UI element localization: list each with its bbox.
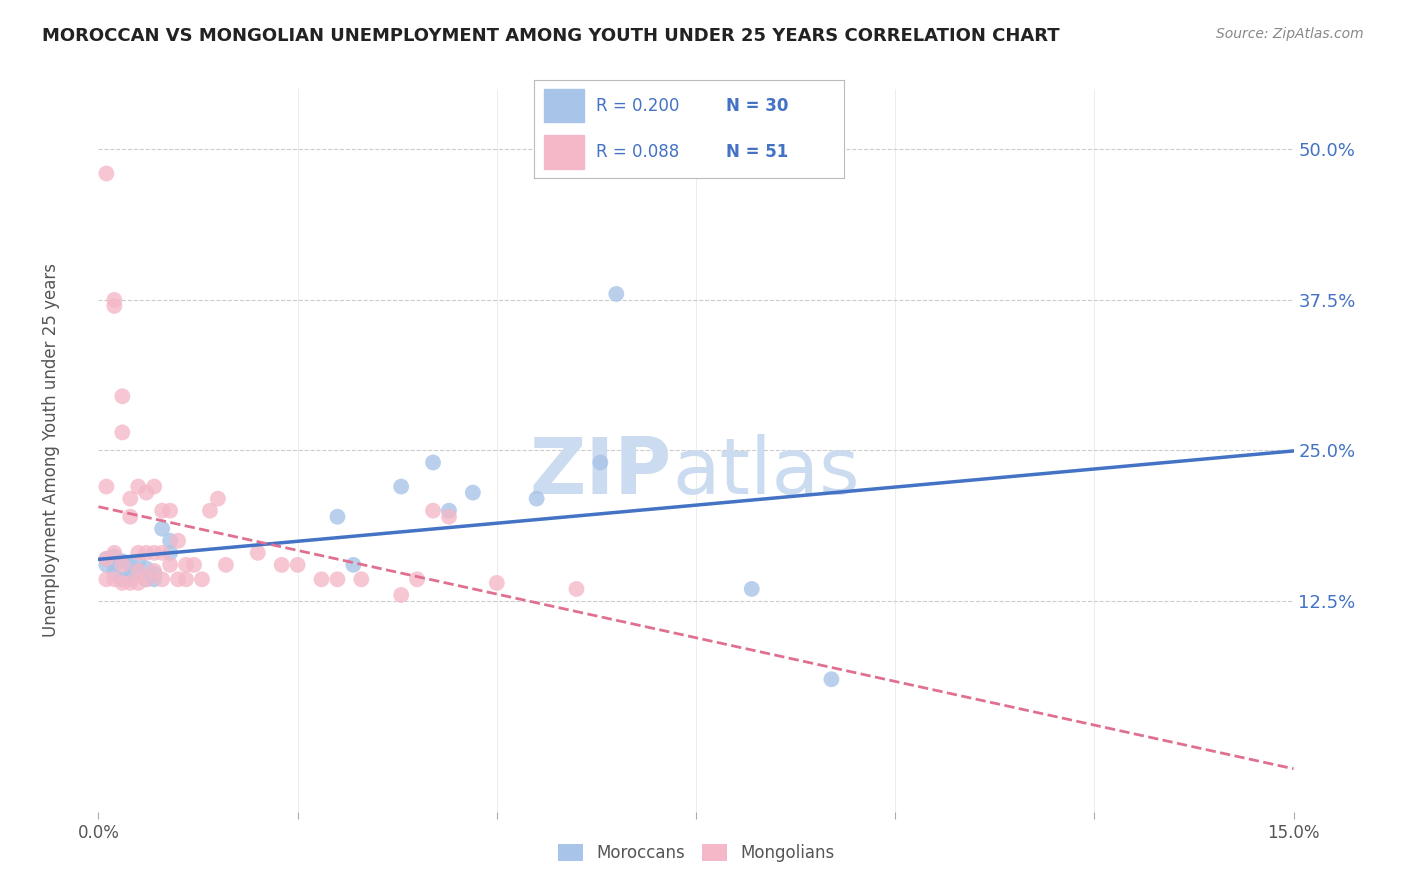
Point [270, 558, 292, 572]
Point [127, 564, 149, 578]
Point [159, 533, 181, 548]
Point [167, 533, 190, 548]
Text: R = 0.200: R = 0.200 [596, 97, 679, 115]
Point [120, 509, 142, 524]
Point [111, 425, 134, 440]
Point [422, 503, 444, 517]
Text: Source: ZipAtlas.com: Source: ZipAtlas.com [1216, 27, 1364, 41]
Point [342, 558, 364, 572]
Point [174, 572, 197, 586]
Point [389, 588, 412, 602]
Point [103, 546, 125, 560]
Point [143, 572, 166, 586]
Point [120, 566, 142, 581]
Point [120, 558, 142, 572]
Point [135, 485, 157, 500]
Point [287, 558, 309, 572]
Point [111, 572, 134, 586]
Point [96, 572, 118, 586]
Text: N = 30: N = 30 [725, 97, 789, 115]
Point [120, 572, 142, 586]
Point [565, 582, 588, 596]
Point [96, 558, 118, 572]
Point [127, 576, 149, 591]
Point [183, 558, 205, 572]
Point [120, 576, 142, 591]
Point [326, 509, 349, 524]
Bar [544, 136, 583, 169]
Point [150, 503, 173, 517]
Point [127, 566, 149, 581]
Point [350, 572, 373, 586]
Point [159, 558, 181, 572]
Point [96, 551, 118, 566]
Point [150, 522, 173, 536]
Point [96, 551, 118, 566]
Point [167, 572, 190, 586]
Bar [544, 89, 583, 122]
Point [103, 299, 125, 313]
Point [143, 566, 166, 581]
Point [111, 576, 134, 591]
Point [103, 293, 125, 307]
Text: R = 0.088: R = 0.088 [596, 143, 679, 161]
Point [422, 456, 444, 470]
Point [389, 480, 412, 494]
Point [174, 558, 197, 572]
Point [135, 572, 157, 586]
Point [103, 572, 125, 586]
Point [135, 561, 157, 575]
Point [143, 564, 166, 578]
Point [127, 554, 149, 568]
Point [143, 546, 166, 560]
Point [820, 673, 842, 687]
Point [111, 389, 134, 403]
Point [159, 546, 181, 560]
Point [143, 480, 166, 494]
Point [150, 546, 173, 560]
Point [150, 572, 173, 586]
Text: 15.0%: 15.0% [1267, 824, 1320, 842]
Point [111, 558, 134, 572]
Text: atlas: atlas [672, 434, 859, 510]
Point [96, 166, 118, 180]
Point [461, 485, 484, 500]
Point [437, 503, 460, 517]
Point [406, 572, 429, 586]
Text: ZIP: ZIP [530, 434, 672, 510]
Text: N = 51: N = 51 [725, 143, 789, 161]
Point [191, 572, 214, 586]
Text: Unemployment Among Youth under 25 years: Unemployment Among Youth under 25 years [42, 263, 59, 638]
Point [103, 558, 125, 572]
Point [526, 491, 548, 506]
Point [207, 491, 229, 506]
Point [127, 546, 149, 560]
Point [246, 546, 269, 560]
Text: MOROCCAN VS MONGOLIAN UNEMPLOYMENT AMONG YOUTH UNDER 25 YEARS CORRELATION CHART: MOROCCAN VS MONGOLIAN UNEMPLOYMENT AMONG… [42, 27, 1060, 45]
Point [485, 576, 508, 591]
Point [135, 572, 157, 586]
Point [215, 558, 238, 572]
Point [111, 554, 134, 568]
Point [437, 509, 460, 524]
Point [127, 480, 149, 494]
Point [103, 566, 125, 581]
Point [159, 503, 181, 517]
Point [120, 491, 142, 506]
Text: 0.0%: 0.0% [77, 824, 120, 842]
Point [135, 546, 157, 560]
Point [198, 503, 221, 517]
Point [589, 456, 612, 470]
Point [605, 287, 627, 301]
Legend: Moroccans, Mongolians: Moroccans, Mongolians [551, 837, 841, 869]
Point [741, 582, 763, 596]
Point [96, 480, 118, 494]
Point [326, 572, 349, 586]
Point [311, 572, 333, 586]
Point [103, 549, 125, 564]
